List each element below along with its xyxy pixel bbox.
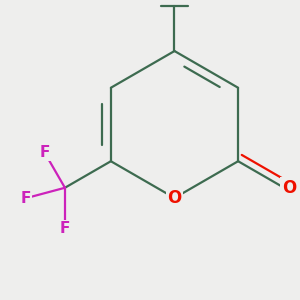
Text: F: F (60, 221, 70, 236)
Text: O: O (167, 189, 182, 207)
Text: F: F (39, 145, 50, 160)
Text: O: O (282, 179, 296, 197)
Text: F: F (20, 191, 31, 206)
